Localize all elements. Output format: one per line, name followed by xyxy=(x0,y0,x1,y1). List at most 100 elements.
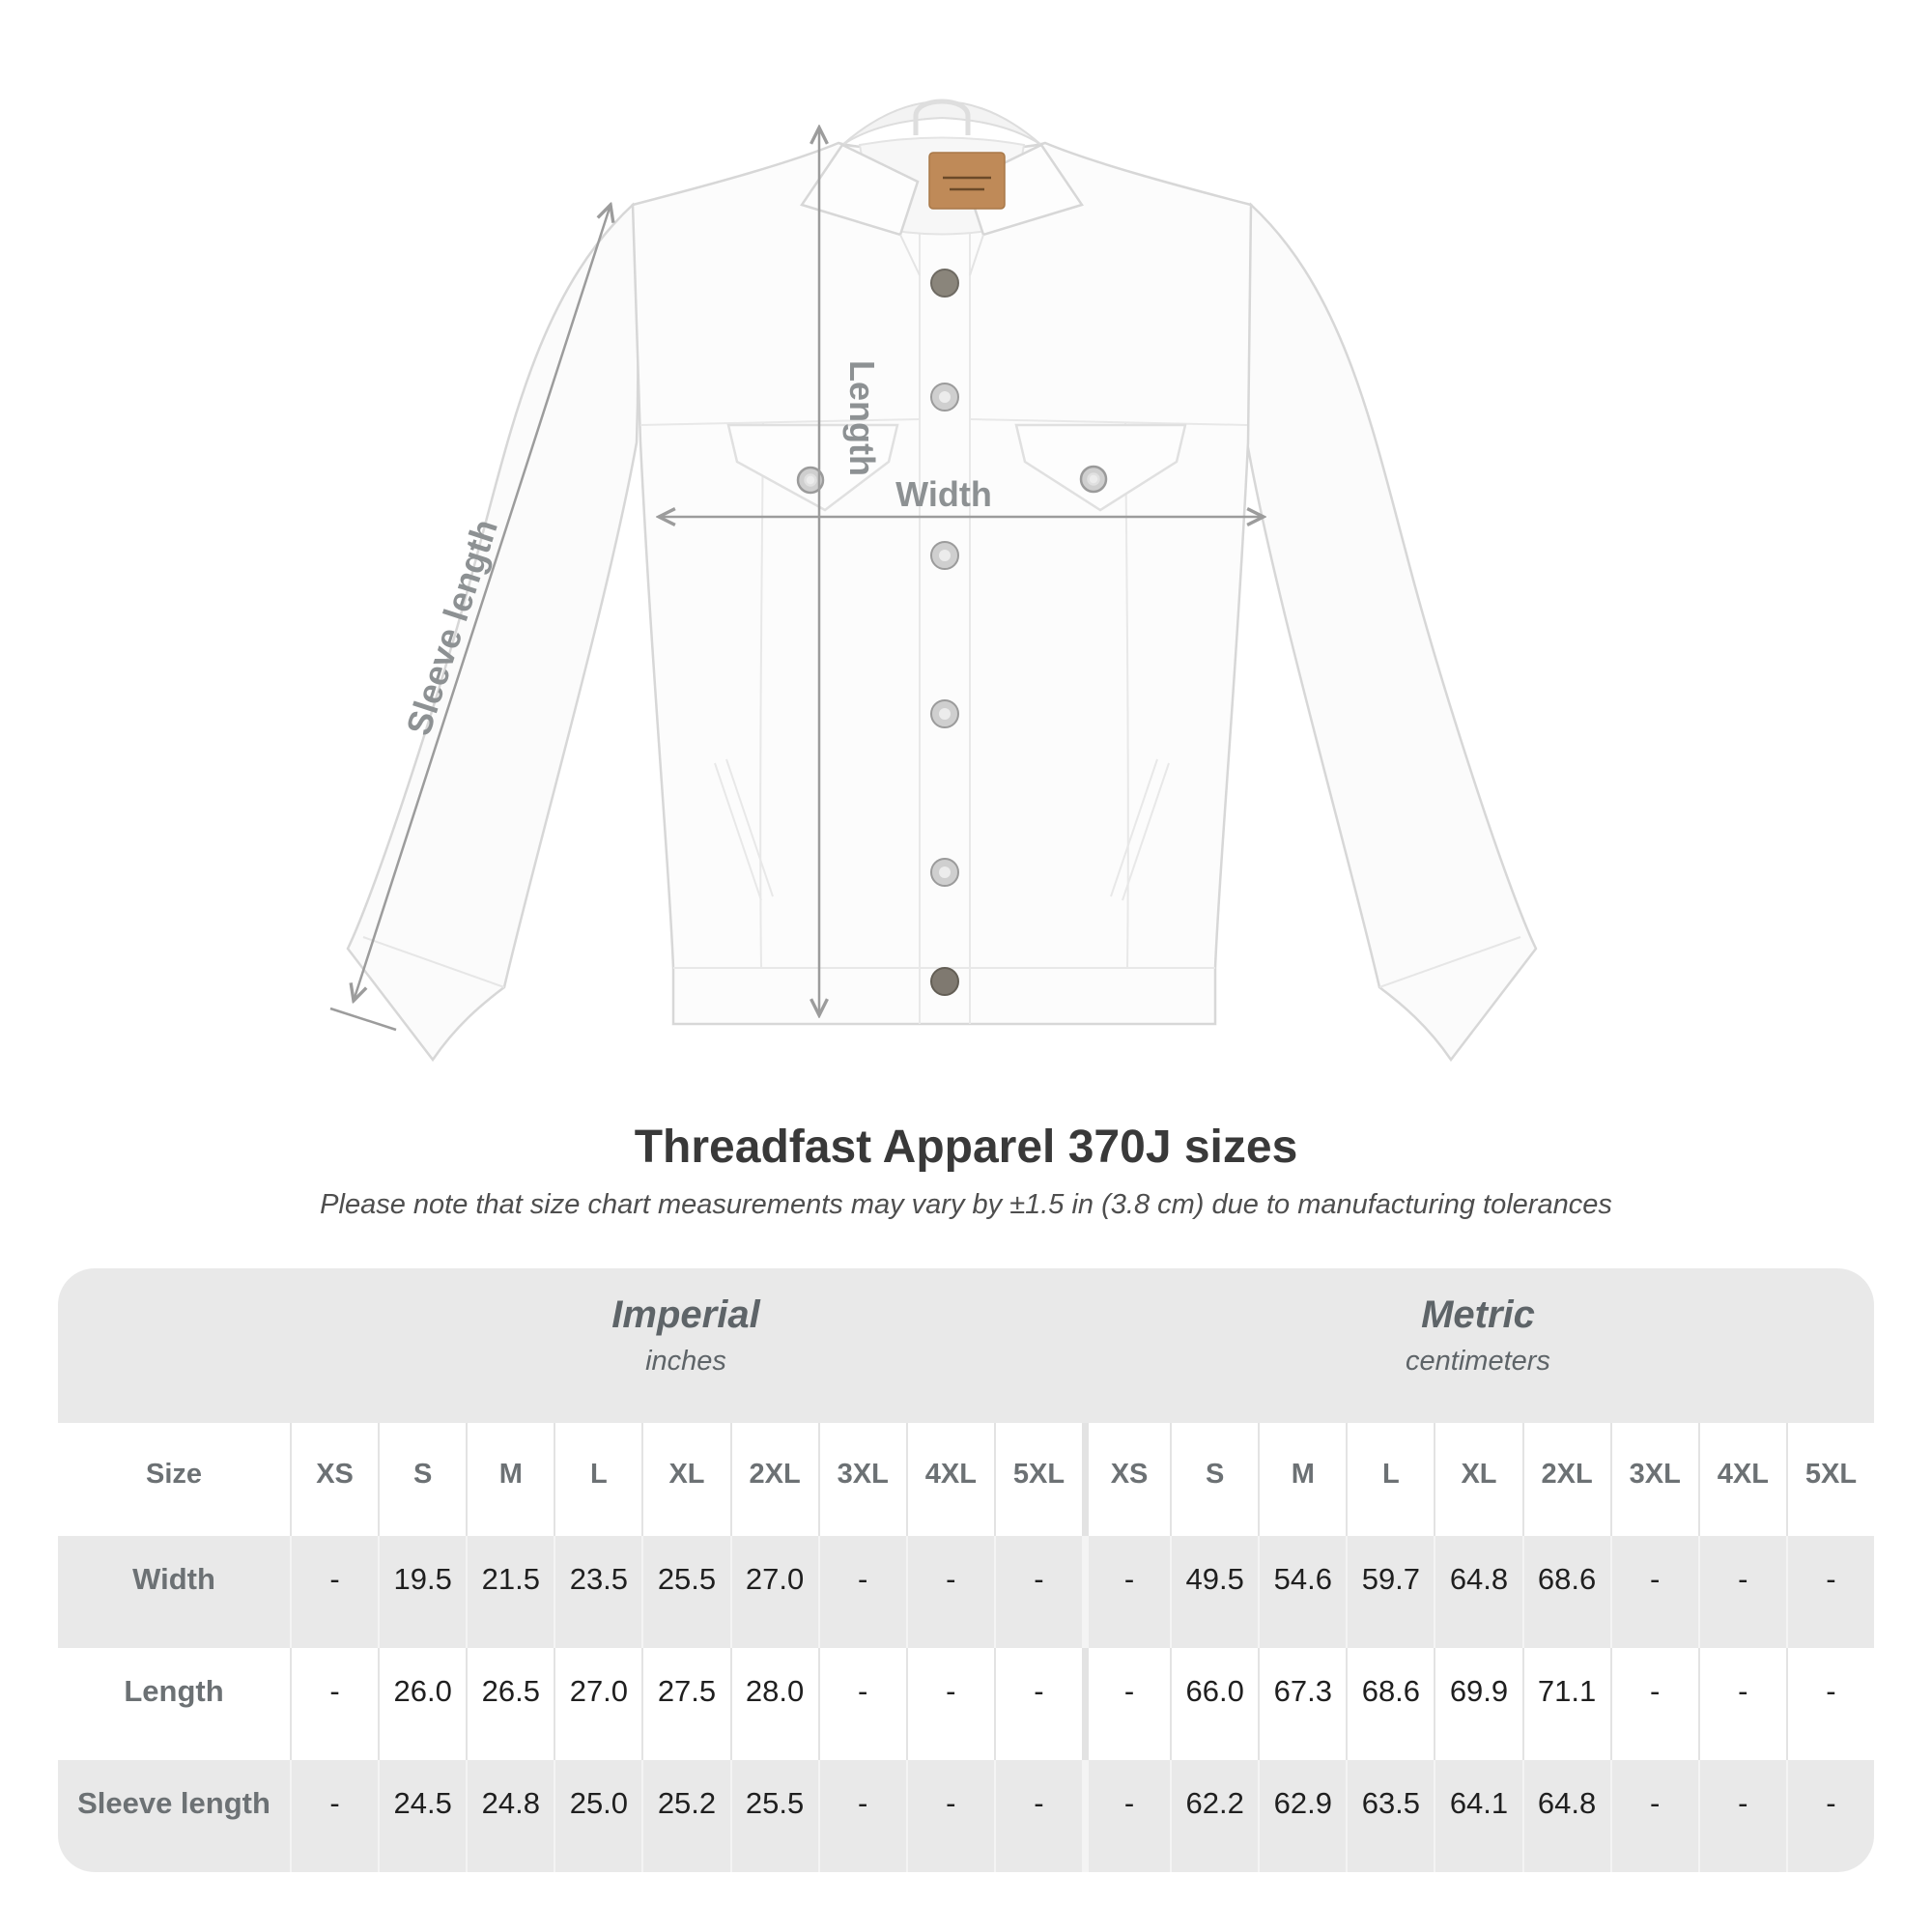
measurement-cell: 27.0 xyxy=(554,1648,641,1760)
measurement-cell: 27.5 xyxy=(641,1648,729,1760)
imperial-title: Imperial xyxy=(611,1293,760,1336)
size-header-cell: L xyxy=(554,1423,641,1536)
size-header-cell: XS xyxy=(1082,1423,1170,1536)
size-header-cell: 2XL xyxy=(1521,1423,1610,1536)
measurement-cell: - xyxy=(905,1648,994,1760)
measurement-cell: - xyxy=(1609,1648,1698,1760)
sleeve-length-arrow xyxy=(354,205,611,1001)
size-header-cell: 3XL xyxy=(817,1423,906,1536)
measurement-cell: 64.8 xyxy=(1434,1536,1521,1648)
imperial-group: Imperial inches xyxy=(290,1268,1082,1423)
measurement-arrows xyxy=(329,128,1264,1032)
measurement-cell: - xyxy=(1785,1536,1874,1648)
size-header-cell: S xyxy=(378,1423,466,1536)
measurement-cell: - xyxy=(290,1536,378,1648)
size-header-cell: 4XL xyxy=(905,1423,994,1536)
row-label-cell: Sleeve length xyxy=(77,1786,270,1820)
measurement-cell: - xyxy=(1082,1760,1170,1872)
measurement-cell: - xyxy=(817,1536,906,1648)
measurement-cell: 28.0 xyxy=(729,1648,818,1760)
size-header-cell: 2XL xyxy=(729,1423,818,1536)
metric-unit: centimeters xyxy=(1406,1346,1550,1377)
hem-button xyxy=(930,967,959,996)
jacket-buttons xyxy=(930,269,959,996)
measurement-cell: 62.9 xyxy=(1258,1760,1346,1872)
width-row: Width - 19.5 21.5 23.5 25.5 27.0 - - - -… xyxy=(58,1536,1874,1648)
measurement-cell: 54.6 xyxy=(1258,1536,1346,1648)
care-label-patch xyxy=(928,152,1006,210)
measurement-cell: 19.5 xyxy=(378,1536,466,1648)
measurement-cell: 25.5 xyxy=(729,1760,818,1872)
jacket-diagram: Length Width Sleeve length xyxy=(329,99,1538,1063)
table-header-row: Size XS S M L XL 2XL 3XL 4XL 5XL XS S M … xyxy=(58,1423,1874,1536)
measurement-cell: - xyxy=(1785,1648,1874,1760)
size-header-cell: XL xyxy=(1434,1423,1521,1536)
measurement-cell: - xyxy=(290,1760,378,1872)
measurement-cell: - xyxy=(993,1648,1082,1760)
measurement-cell: 63.5 xyxy=(1346,1760,1434,1872)
size-header-cell: M xyxy=(1258,1423,1346,1536)
length-row: Length - 26.0 26.5 27.0 27.5 28.0 - - - … xyxy=(58,1648,1874,1760)
size-header-cell: M xyxy=(466,1423,554,1536)
size-header-cell: 5XL xyxy=(993,1423,1082,1536)
measurement-cell: - xyxy=(905,1536,994,1648)
measurement-cell: - xyxy=(1785,1760,1874,1872)
measurement-cell: - xyxy=(1697,1648,1786,1760)
measurement-cell: 21.5 xyxy=(466,1536,554,1648)
placket-button xyxy=(930,269,959,298)
measurement-cell: - xyxy=(905,1760,994,1872)
page-title: Threadfast Apparel 370J sizes xyxy=(634,1122,1298,1173)
imperial-unit: inches xyxy=(645,1346,726,1377)
jacket-illustration: Length Width Sleeve length xyxy=(329,99,1538,1063)
measurement-cell: - xyxy=(1697,1536,1786,1648)
measurement-cell: 23.5 xyxy=(554,1536,641,1648)
corner-spacer xyxy=(58,1268,290,1423)
measurement-cell: - xyxy=(817,1648,906,1760)
measurement-cell: 71.1 xyxy=(1521,1648,1610,1760)
measurement-cell: 66.0 xyxy=(1170,1648,1258,1760)
measurement-cell: 67.3 xyxy=(1258,1648,1346,1760)
sleeve-length-row: Sleeve length - 24.5 24.8 25.0 25.2 25.5… xyxy=(58,1760,1874,1872)
right-sleeve xyxy=(1244,202,1538,1063)
measurement-cell: 25.2 xyxy=(641,1760,729,1872)
width-label: Width xyxy=(895,474,992,514)
measurement-cell: - xyxy=(290,1648,378,1760)
size-header-cell: XL xyxy=(641,1423,729,1536)
measurement-cell: - xyxy=(1609,1760,1698,1872)
measurement-cell: 62.2 xyxy=(1170,1760,1258,1872)
measurement-cell: - xyxy=(1082,1648,1170,1760)
measurement-cell: 68.6 xyxy=(1521,1536,1610,1648)
size-header-cell: 4XL xyxy=(1697,1423,1786,1536)
measurement-cell: - xyxy=(993,1760,1082,1872)
metric-title: Metric xyxy=(1421,1293,1535,1336)
size-header-cell: 5XL xyxy=(1785,1423,1874,1536)
measurement-cell: 24.8 xyxy=(466,1760,554,1872)
measurement-cell: 49.5 xyxy=(1170,1536,1258,1648)
measurement-cell: 24.5 xyxy=(378,1760,466,1872)
unit-band: Imperial inches Metric centimeters xyxy=(58,1268,1874,1423)
measurement-cell: - xyxy=(1609,1536,1698,1648)
measurement-cell: 25.5 xyxy=(641,1536,729,1648)
measurement-cell: 26.0 xyxy=(378,1648,466,1760)
measurement-cell: 25.0 xyxy=(554,1760,641,1872)
left-sleeve xyxy=(346,202,639,1063)
title-block: Threadfast Apparel 370J sizes Please not… xyxy=(0,1121,1932,1221)
tolerance-note: Please note that size chart measurements… xyxy=(320,1189,1612,1220)
measurement-cell: - xyxy=(1697,1760,1786,1872)
measurement-cell: - xyxy=(817,1760,906,1872)
measurement-cell: 26.5 xyxy=(466,1648,554,1760)
size-table: Imperial inches Metric centimeters Size … xyxy=(58,1268,1874,1872)
measurement-cell: - xyxy=(993,1536,1082,1648)
measurement-cell: 64.8 xyxy=(1521,1760,1610,1872)
size-corner-header: Size xyxy=(145,1459,203,1490)
length-label: Length xyxy=(842,360,882,476)
measurement-cell: 59.7 xyxy=(1346,1536,1434,1648)
row-label-cell: Length xyxy=(124,1674,224,1708)
measurement-cell: 68.6 xyxy=(1346,1648,1434,1760)
metric-group: Metric centimeters xyxy=(1082,1268,1874,1423)
hanger-loop xyxy=(913,99,971,135)
measurement-cell: 69.9 xyxy=(1434,1648,1521,1760)
size-header-cell: L xyxy=(1346,1423,1434,1536)
jacket-body xyxy=(631,141,1253,1026)
